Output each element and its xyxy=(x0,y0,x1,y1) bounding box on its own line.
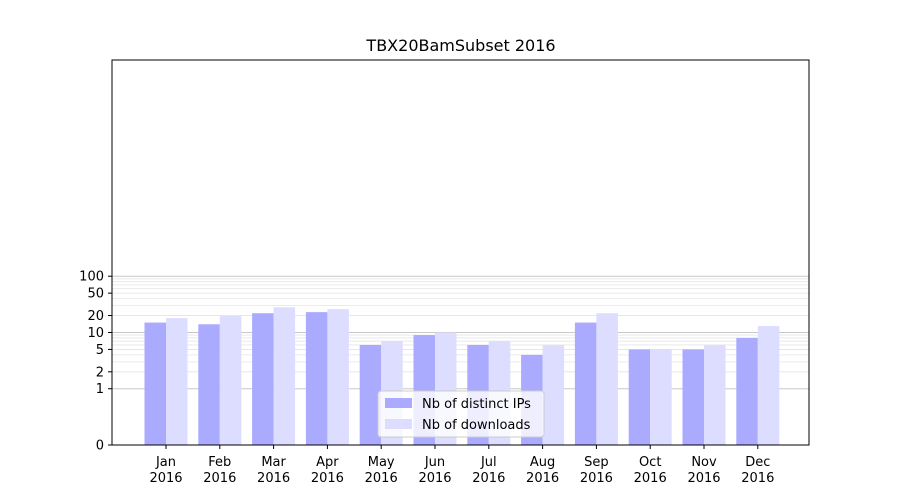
x-tick-label-year: 2016 xyxy=(580,471,613,486)
x-tick-label-month: Apr xyxy=(316,455,339,470)
x-tick-label-year: 2016 xyxy=(203,471,236,486)
bar-downloads xyxy=(327,309,349,445)
x-tick-label-year: 2016 xyxy=(149,471,182,486)
x-tick-label-month: Jan xyxy=(155,455,176,470)
chart-title: TBX20BamSubset 2016 xyxy=(365,36,555,55)
legend-label: Nb of downloads xyxy=(422,418,531,433)
bars-layer xyxy=(144,307,780,445)
bar-distinct-ips xyxy=(628,349,651,445)
y-tick-label: 10 xyxy=(87,326,104,341)
x-tick-label-month: Mar xyxy=(261,455,286,470)
x-tick-label-year: 2016 xyxy=(311,471,344,486)
legend-label: Nb of distinct IPs xyxy=(422,397,531,412)
x-tick-label-month: Oct xyxy=(639,455,661,470)
bar-distinct-ips xyxy=(736,337,758,445)
bar-distinct-ips xyxy=(305,312,328,445)
bar-downloads xyxy=(596,313,618,445)
x-tick-label-month: Sep xyxy=(584,455,609,470)
legend-swatch xyxy=(385,398,412,408)
x-tick-label-month: Aug xyxy=(530,455,555,470)
y-tick-label: 5 xyxy=(96,343,104,358)
y-tick-label: 100 xyxy=(79,270,104,285)
bar-downloads xyxy=(757,326,780,445)
x-tick-label-month: Jul xyxy=(480,455,497,470)
x-tick-label-year: 2016 xyxy=(741,471,774,486)
x-tick-label-year: 2016 xyxy=(418,471,451,486)
bar-distinct-ips xyxy=(682,349,704,445)
y-tick-label: 20 xyxy=(87,309,104,324)
bar-downloads xyxy=(166,318,188,445)
x-tick-label-year: 2016 xyxy=(365,471,398,486)
plot-frame xyxy=(111,59,810,446)
bar-distinct-ips xyxy=(198,324,220,445)
x-tick-label-year: 2016 xyxy=(687,471,720,486)
y-axis: 0 1 2 5 10 20 50 100 xyxy=(79,270,112,454)
bar-distinct-ips xyxy=(144,322,166,445)
x-tick-label-month: Feb xyxy=(208,455,231,470)
x-tick-label-month: Jun xyxy=(424,455,445,470)
y-tick-label: 2 xyxy=(96,365,104,380)
x-tick-label-month: Dec xyxy=(745,455,770,470)
bar-downloads xyxy=(219,315,242,445)
legend-swatch xyxy=(385,419,412,429)
bar-downloads xyxy=(273,307,296,445)
bar-downloads xyxy=(704,344,726,445)
bar-downloads xyxy=(542,344,565,445)
legend: Nb of distinct IPs Nb of downloads xyxy=(377,390,545,438)
x-tick-label-year: 2016 xyxy=(634,471,667,486)
x-tick-label-year: 2016 xyxy=(472,471,505,486)
x-axis: Jan2016Feb2016Mar2016Apr2016May2016Jun20… xyxy=(149,445,774,486)
y-tick-label: 1 xyxy=(96,382,104,397)
bar-downloads xyxy=(650,349,672,445)
y-tick-label: 50 xyxy=(87,287,104,302)
x-tick-label-month: May xyxy=(368,455,395,470)
x-tick-label-year: 2016 xyxy=(257,471,290,486)
bar-distinct-ips xyxy=(359,344,382,445)
bar-distinct-ips xyxy=(574,322,597,445)
y-tick-label: 0 xyxy=(96,439,104,454)
legend-box xyxy=(377,390,545,438)
x-tick-label-year: 2016 xyxy=(526,471,559,486)
x-tick-label-month: Nov xyxy=(691,455,717,470)
bar-distinct-ips xyxy=(252,313,274,445)
